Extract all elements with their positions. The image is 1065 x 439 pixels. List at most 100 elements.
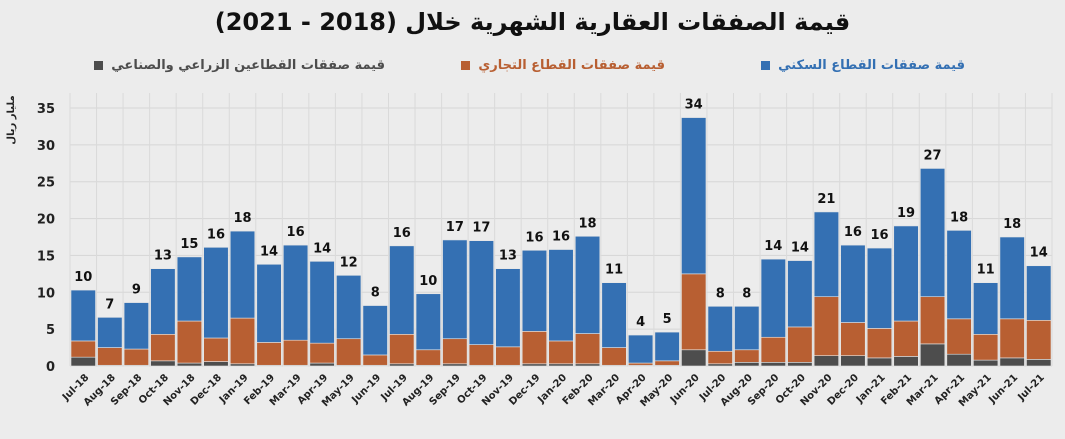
bar-segment-commercial bbox=[229, 317, 256, 365]
bar-segment-agri-industrial bbox=[176, 362, 203, 367]
bar-segment-residential bbox=[893, 225, 919, 322]
bar-segment-residential bbox=[734, 305, 760, 351]
data-label: 11 bbox=[605, 263, 623, 278]
legend-label: قيمة صفقات القطاع التجاري bbox=[478, 58, 665, 73]
bar-segment-commercial bbox=[999, 318, 1025, 359]
bar-segment-agri-industrial bbox=[442, 363, 468, 367]
legend-swatch bbox=[94, 61, 104, 70]
data-label: 12 bbox=[340, 255, 358, 270]
bar-segment-commercial bbox=[919, 296, 946, 345]
bar-segment-commercial bbox=[574, 333, 601, 365]
bar-segment-residential bbox=[123, 302, 149, 350]
y-tick-label: 0 bbox=[46, 360, 55, 375]
legend-label: قيمة صفقات القطاعين الزراعي والصناعي bbox=[111, 58, 385, 73]
bar-segment-residential bbox=[574, 235, 601, 334]
bar-segment-commercial bbox=[866, 328, 893, 359]
x-tick-label: Jun-20 bbox=[668, 372, 702, 406]
bar-segment-commercial bbox=[468, 344, 494, 366]
bar-segment-agri-industrial bbox=[574, 363, 601, 367]
legend-swatch bbox=[461, 61, 471, 70]
bar-segment-residential bbox=[548, 249, 574, 342]
bar-segment-residential bbox=[362, 305, 388, 356]
bar-segment-agri-industrial bbox=[309, 362, 335, 367]
data-label: 15 bbox=[180, 237, 198, 252]
bar-segment-residential bbox=[787, 260, 813, 328]
data-label: 16 bbox=[287, 225, 305, 240]
data-label: 11 bbox=[977, 263, 995, 278]
legend-item-agri-industrial: قيمة صفقات القطاعين الزراعي والصناعي bbox=[94, 58, 385, 73]
y-tick-label: 20 bbox=[37, 213, 55, 228]
bar-segment-residential bbox=[999, 236, 1025, 320]
bar-segment-commercial bbox=[309, 342, 335, 364]
y-tick-label: 25 bbox=[37, 176, 55, 191]
bar-segment-agri-industrial bbox=[203, 361, 229, 367]
bar-segment-residential bbox=[336, 275, 362, 340]
data-label: 34 bbox=[685, 98, 703, 113]
data-label: 13 bbox=[154, 249, 172, 264]
bar-segment-agri-industrial bbox=[681, 349, 707, 367]
bar-segment-commercial bbox=[123, 348, 149, 366]
data-label: 17 bbox=[446, 220, 464, 235]
bar-segment-residential bbox=[229, 230, 256, 319]
bar-segment-residential bbox=[866, 247, 893, 329]
bar-segment-residential bbox=[415, 293, 441, 351]
data-label: 18 bbox=[233, 211, 251, 226]
bar-segment-commercial bbox=[707, 350, 733, 365]
bar-segment-residential bbox=[707, 305, 733, 352]
bar-segment-agri-industrial bbox=[973, 359, 999, 367]
bar-segment-agri-industrial bbox=[866, 357, 893, 367]
bar-segment-commercial bbox=[203, 337, 229, 362]
bar-segment-residential bbox=[840, 244, 866, 323]
bar-segment-agri-industrial bbox=[521, 363, 548, 367]
bar-segment-agri-industrial bbox=[548, 363, 574, 367]
bar-segment-commercial bbox=[362, 354, 388, 366]
bar-segment-residential bbox=[389, 245, 415, 335]
bar-segment-commercial bbox=[415, 349, 441, 366]
bar-segment-commercial bbox=[442, 338, 468, 365]
bar-segment-residential bbox=[601, 282, 627, 348]
bar-segment-residential bbox=[628, 334, 654, 364]
bar-segment-agri-industrial bbox=[919, 343, 946, 367]
data-label: 14 bbox=[1030, 246, 1048, 261]
data-label: 16 bbox=[844, 225, 862, 240]
bar-segment-agri-industrial bbox=[1026, 359, 1052, 367]
bar-segment-commercial bbox=[973, 334, 999, 361]
bar-segment-commercial bbox=[893, 320, 919, 357]
legend-swatch bbox=[761, 61, 771, 70]
bar-segment-agri-industrial bbox=[150, 360, 176, 367]
data-label: 8 bbox=[742, 286, 751, 301]
bar-segment-residential bbox=[70, 289, 96, 342]
bar-segment-residential bbox=[495, 268, 521, 348]
data-label: 17 bbox=[472, 221, 490, 236]
bar-segment-agri-industrial bbox=[999, 357, 1025, 367]
bar-segment-commercial bbox=[176, 320, 203, 364]
data-label: 19 bbox=[897, 206, 915, 221]
y-tick-label: 15 bbox=[37, 249, 55, 264]
bar-segment-commercial bbox=[70, 340, 96, 358]
bar-segment-residential bbox=[973, 282, 999, 335]
bar-segment-residential bbox=[681, 117, 707, 275]
bar-segment-residential bbox=[1026, 265, 1052, 321]
bar-segment-commercial bbox=[521, 331, 548, 365]
data-label: 18 bbox=[578, 216, 596, 231]
bar-segment-commercial bbox=[283, 339, 309, 366]
data-label: 16 bbox=[552, 230, 570, 245]
bar-segment-agri-industrial bbox=[813, 355, 839, 367]
data-label: 16 bbox=[525, 230, 543, 245]
bar-segment-agri-industrial bbox=[389, 363, 415, 367]
bar-segment-residential bbox=[521, 249, 548, 332]
bar-segment-residential bbox=[813, 211, 839, 298]
data-label: 4 bbox=[636, 315, 645, 330]
legend-item-residential: قيمة صفقات القطاع السكني bbox=[761, 58, 965, 73]
bar-segment-agri-industrial bbox=[70, 356, 96, 367]
bar-segment-commercial bbox=[628, 362, 654, 366]
bar-segment-commercial bbox=[760, 336, 786, 363]
bar-segment-commercial bbox=[813, 296, 839, 356]
bar-segment-commercial bbox=[681, 273, 707, 351]
bar-segment-commercial bbox=[654, 360, 680, 366]
data-label: 10 bbox=[74, 270, 92, 285]
data-label: 14 bbox=[764, 239, 782, 254]
bar-segment-commercial bbox=[734, 349, 760, 363]
data-label: 5 bbox=[663, 312, 672, 327]
